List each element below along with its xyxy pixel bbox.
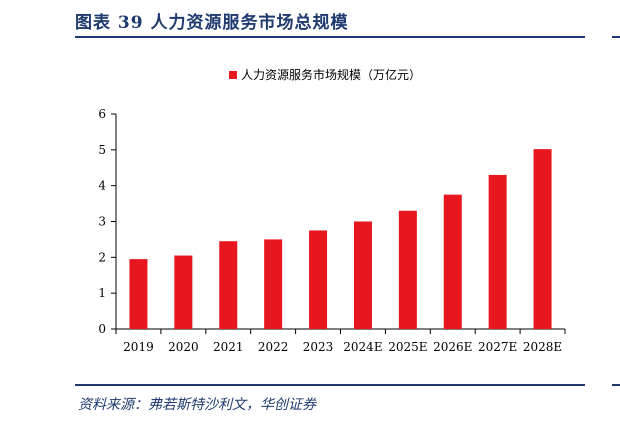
legend-swatch xyxy=(229,71,237,79)
x-tick-label: 2023 xyxy=(303,340,334,354)
y-tick-label: 4 xyxy=(98,179,106,193)
x-tick-label: 2025E xyxy=(388,340,427,354)
bar xyxy=(443,194,462,329)
y-tick-label: 5 xyxy=(98,143,106,157)
bar xyxy=(219,241,238,329)
source-rule xyxy=(75,384,585,386)
x-tick-label: 2028E xyxy=(523,340,562,354)
bar xyxy=(264,239,283,329)
y-tick-label: 2 xyxy=(98,250,106,264)
x-tick-label: 2024E xyxy=(343,340,382,354)
bar xyxy=(174,255,193,329)
edge-mark-bottom xyxy=(612,384,620,386)
edge-mark-top xyxy=(612,36,620,38)
bar xyxy=(488,174,507,329)
y-tick-label: 6 xyxy=(98,107,106,121)
x-tick-label: 2026E xyxy=(433,340,472,354)
x-tick-label: 2019 xyxy=(123,340,154,354)
x-tick-label: 2027E xyxy=(478,340,517,354)
figure-title: 图表 39 人力资源服务市场总规模 xyxy=(75,13,349,33)
y-tick-label: 0 xyxy=(98,322,106,336)
y-tick-label: 3 xyxy=(98,215,106,229)
bar xyxy=(398,210,417,329)
bar xyxy=(353,221,372,329)
source-note: 资料来源：弗若斯特沙利文，华创证券 xyxy=(78,397,316,413)
bar xyxy=(129,259,148,329)
y-tick-label: 1 xyxy=(98,286,106,300)
bar xyxy=(533,149,552,329)
legend-label: 人力资源服务市场规模（万亿元） xyxy=(241,67,421,82)
title-rule xyxy=(75,36,585,38)
x-tick-label: 2022 xyxy=(258,340,289,354)
x-tick-label: 2021 xyxy=(213,340,244,354)
bar xyxy=(309,230,328,329)
x-tick-label: 2020 xyxy=(168,340,199,354)
